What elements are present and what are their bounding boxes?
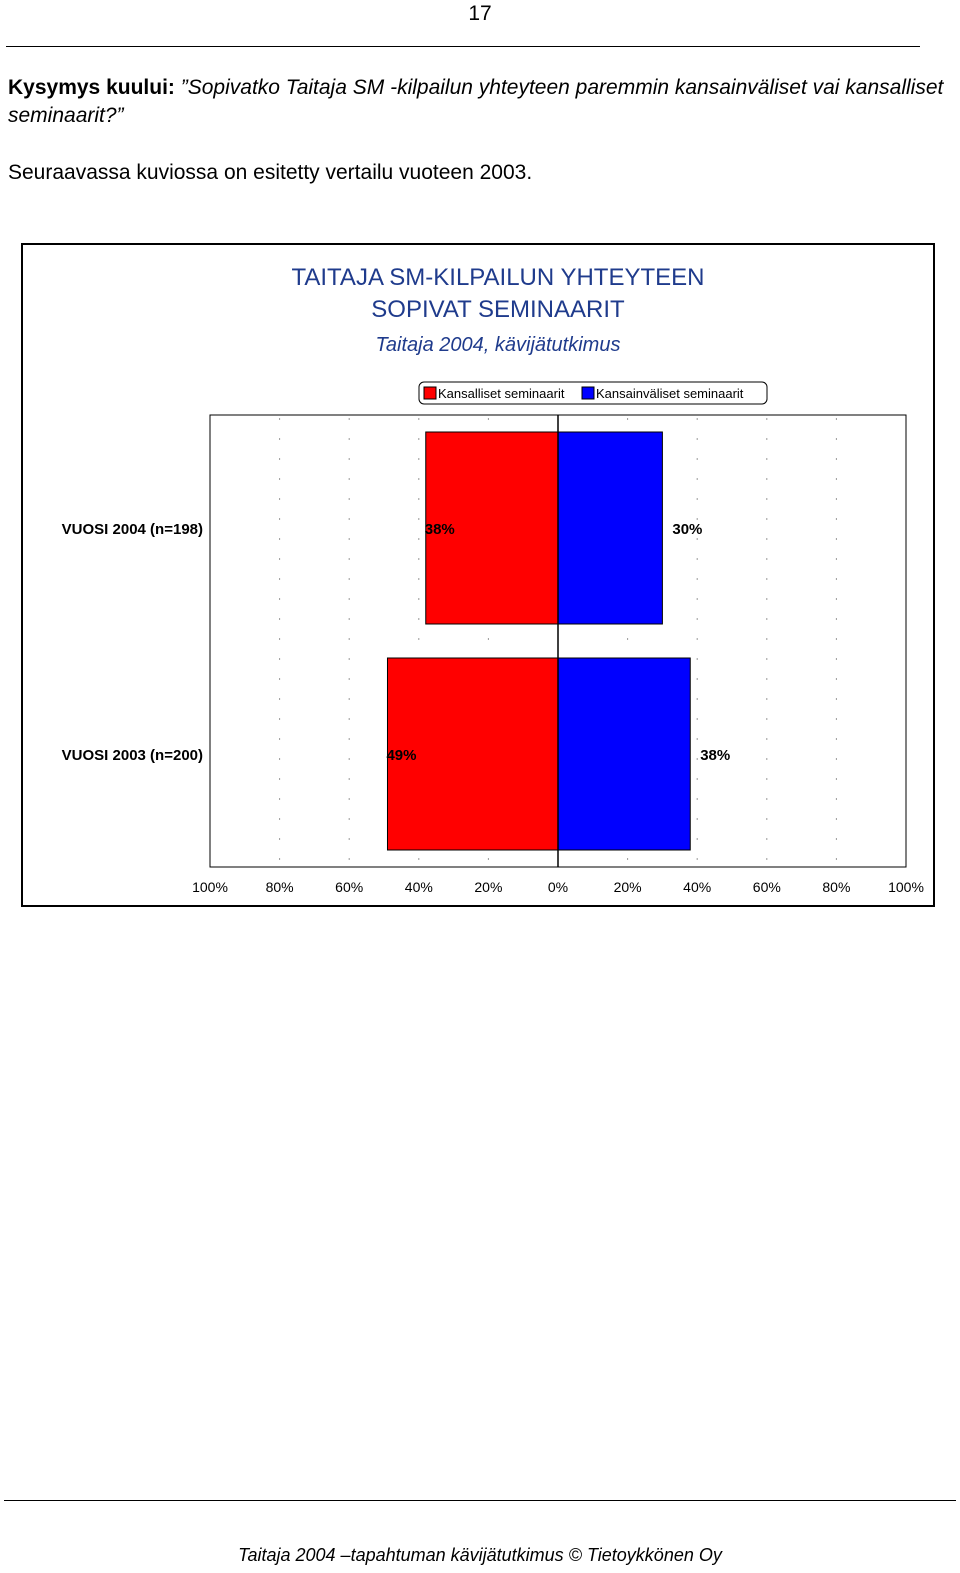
x-tick-label-10: 100% (888, 879, 924, 895)
chart-frame: TAITAJA SM-KILPAILUN YHTEYTEEN SOPIVAT SE… (21, 243, 935, 907)
bar-kansainvaliset-0 (557, 431, 663, 625)
page-footer: Taitaja 2004 –tapahtuman kävijätutkimus … (238, 1545, 722, 1565)
x-tick-label-4: 20% (474, 879, 502, 895)
bar-kansalliset-1 (386, 657, 559, 851)
footer-rule (4, 1500, 956, 1501)
header-rule (6, 46, 920, 47)
legend-label-kansalliset: Kansalliset seminaarit (438, 386, 565, 401)
x-tick-label-9: 80% (822, 879, 850, 895)
x-tick-label-8: 60% (753, 879, 781, 895)
x-tick-label-3: 40% (405, 879, 433, 895)
legend-swatch-kansainvaliset (581, 386, 595, 400)
bar-kansainvaliset-1 (557, 657, 691, 851)
legend-swatch-kansalliset (423, 386, 437, 400)
data-label-kansalliset-1: 49% (386, 747, 416, 764)
intro-paragraph: Seuraavassa kuviossa on esitetty vertail… (8, 161, 533, 184)
chart-title-line2: SOPIVAT SEMINAARIT (371, 296, 625, 323)
x-tick-label-1: 80% (266, 879, 294, 895)
page-number: 17 (468, 2, 492, 25)
plot-area-border (209, 414, 907, 868)
x-tick-label-5: 0% (548, 879, 568, 895)
x-tick-label-0: 100% (192, 879, 228, 895)
data-label-kansainvaliset-1: 38% (700, 747, 730, 764)
question-text: ”Sopivatko Taitaja SM -kilpailun yhteyte… (8, 76, 944, 127)
chart-subtitle: Taitaja 2004, kävijätutkimus (376, 334, 621, 356)
bar-kansalliset-0 (425, 431, 559, 625)
data-label-kansalliset-0: 38% (425, 521, 455, 538)
question-paragraph: Kysymys kuului: ”Sopivatko Taitaja SM -k… (8, 74, 948, 130)
x-tick-label-2: 60% (335, 879, 363, 895)
diverging-bar-chart: TAITAJA SM-KILPAILUN YHTEYTEEN SOPIVAT SE… (62, 264, 924, 895)
x-tick-label-7: 40% (683, 879, 711, 895)
category-label-1: VUOSI 2003 (n=200) (62, 747, 203, 764)
question-label: Kysymys kuului: (8, 76, 175, 99)
category-label-0: VUOSI 2004 (n=198) (62, 521, 203, 538)
data-label-kansainvaliset-0: 30% (672, 521, 702, 538)
chart-title-line1: TAITAJA SM-KILPAILUN YHTEYTEEN (292, 264, 705, 291)
x-tick-label-6: 20% (614, 879, 642, 895)
legend-label-kansainvaliset: Kansainväliset seminaarit (596, 386, 744, 401)
